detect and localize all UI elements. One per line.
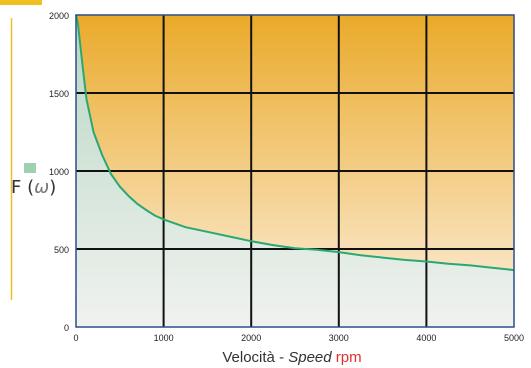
legend-swatch — [24, 163, 36, 173]
x-label-unit: rpm — [336, 349, 362, 366]
x-tick-label: 1000 — [154, 333, 174, 343]
series-curve — [75, 14, 515, 272]
y-tick-label: 1500 — [49, 89, 69, 99]
x-tick-label: 3000 — [329, 333, 349, 343]
x-tick-label: 4000 — [416, 333, 436, 343]
y-tick-label: 1000 — [49, 167, 69, 177]
y-axis-ticks: 0 500 1000 1500 2000 — [49, 11, 69, 333]
y-tick-label: 2000 — [49, 11, 69, 21]
plot-frame — [75, 14, 515, 328]
x-tick-label: 5000 — [504, 333, 524, 343]
y-axis-label: F (ω) — [11, 177, 56, 198]
x-label-italic: Speed — [288, 349, 332, 366]
y-tick-label: 500 — [54, 245, 69, 255]
x-label-main: Velocità - — [222, 349, 288, 366]
y-label-main: F ( — [11, 177, 34, 198]
accent-bar — [0, 0, 42, 5]
x-axis-ticks: 0 1000 2000 3000 4000 5000 — [73, 333, 524, 343]
y-tick-label: 0 — [64, 323, 69, 333]
x-tick-label: 0 — [73, 333, 78, 343]
y-label-close: ) — [49, 177, 56, 198]
x-tick-label: 2000 — [241, 333, 261, 343]
x-axis-title: Velocità - Speed rpm — [222, 349, 361, 366]
y-label-symbol: ω — [34, 177, 49, 198]
